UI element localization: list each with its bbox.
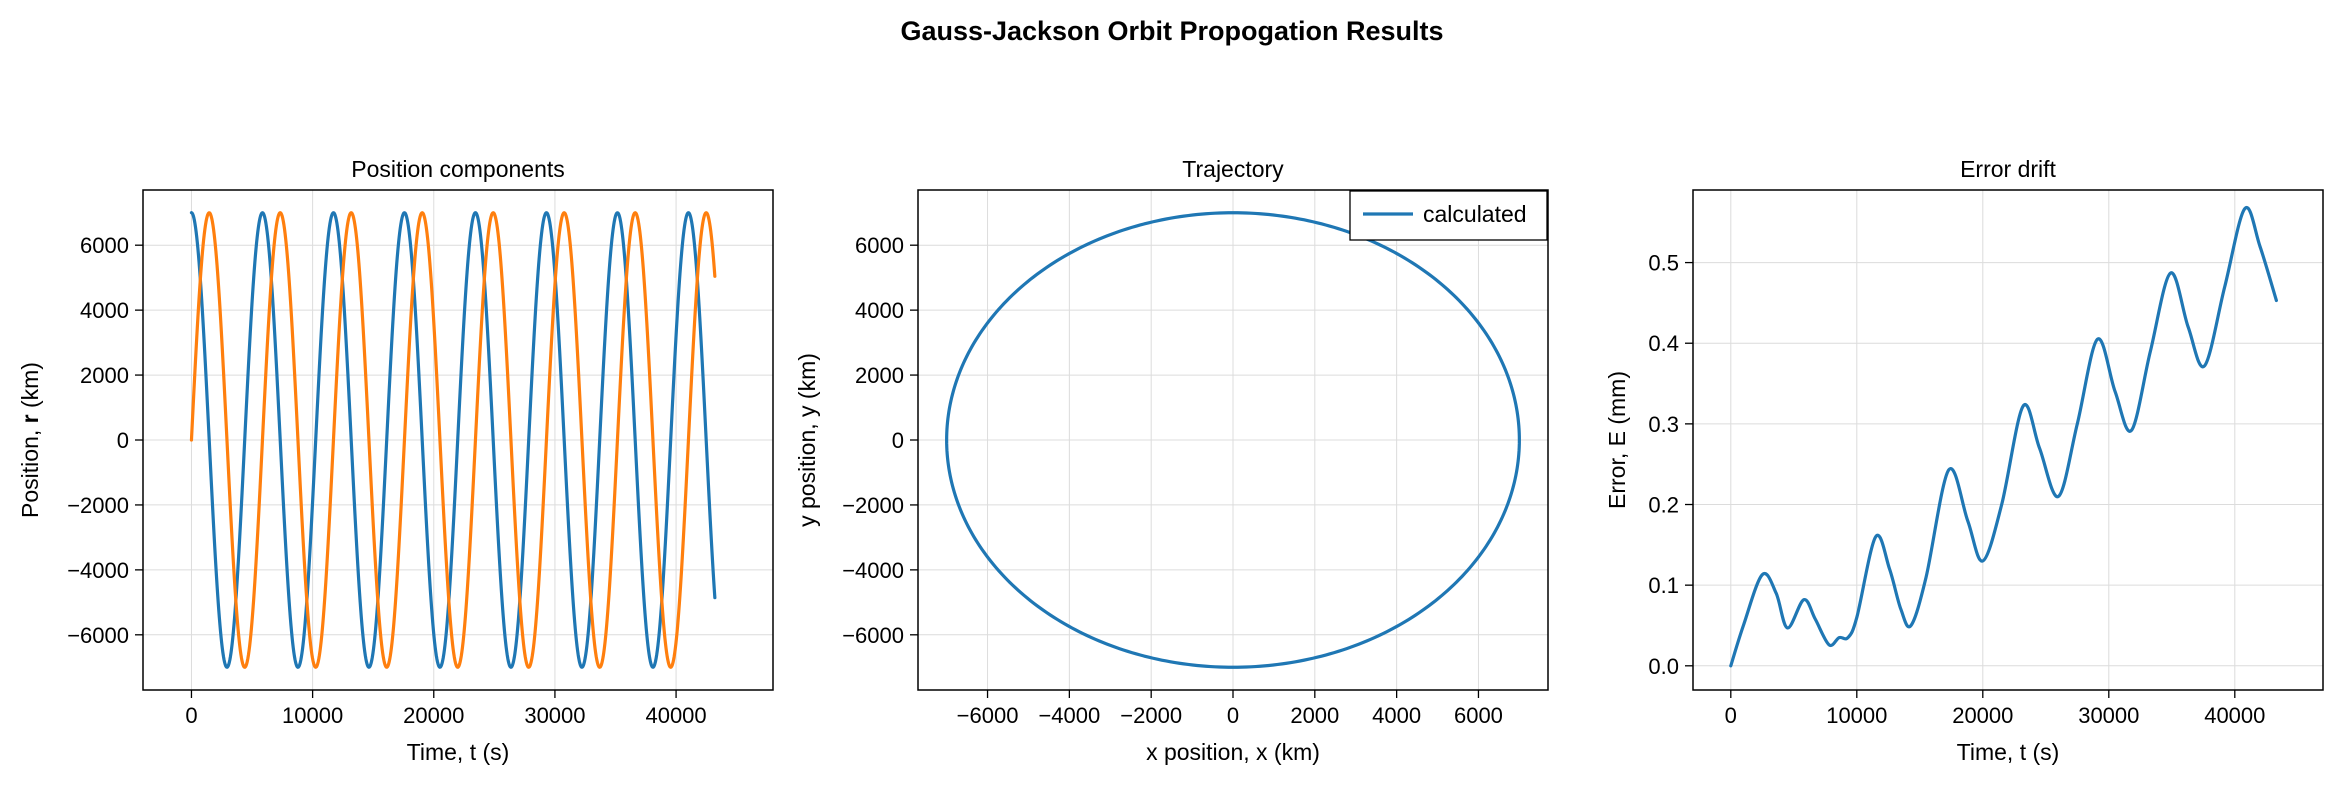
position-y-label-bold: r	[17, 414, 43, 423]
position-x-tick-label: 10000	[282, 703, 343, 728]
error-ticks: 0 10000 20000 30000 40000 0.0 0.1 0.2 0.3 0.4 0.5	[1648, 251, 2265, 728]
position-series-y	[189, 211, 717, 669]
position-x-axis-label: Time, t (s)	[407, 739, 510, 765]
position-y-tick-label: 0	[117, 428, 129, 453]
trajectory-chart-title: Trajectory	[1182, 156, 1284, 182]
error-y-tick-label: 0.5	[1648, 251, 1679, 276]
trajectory-y-tick-label: 4000	[855, 298, 904, 323]
position-y-tick-label: −6000	[67, 623, 129, 648]
trajectory-y-tick-label: −6000	[842, 623, 904, 648]
error-y-tick-label: 0.2	[1648, 493, 1679, 518]
legend-label-calculated: calculated	[1423, 201, 1527, 227]
position-y-tick-label: 6000	[80, 233, 129, 258]
trajectory-y-axis-label: y position, y (km)	[794, 353, 820, 527]
error-y-tick-label: 0.3	[1648, 412, 1679, 437]
trajectory-y-tick-label: 2000	[855, 363, 904, 388]
position-y-label-suffix: (km)	[17, 362, 43, 414]
trajectory-y-tick-label: 6000	[855, 233, 904, 258]
position-x-tick-label: 40000	[645, 703, 706, 728]
position-x-tick-label: 20000	[403, 703, 464, 728]
position-y-tick-label: −2000	[67, 493, 129, 518]
trajectory-series-layer	[945, 211, 1521, 669]
error-y-tick-label: 0.4	[1648, 331, 1679, 356]
trajectory-y-tick-label: −4000	[842, 558, 904, 583]
trajectory-chart: −6000 −4000 −2000 0 2000 4000 6000 −6000 −4000 −2…	[794, 156, 1549, 765]
trajectory-x-tick-label: 4000	[1372, 703, 1421, 728]
error-x-axis-label: Time, t (s)	[1957, 739, 2060, 765]
position-y-tick-label: 4000	[80, 298, 129, 323]
error-y-tick-label: 0.0	[1648, 654, 1679, 679]
error-y-tick-label: 0.1	[1648, 573, 1679, 598]
error-series-layer	[1729, 206, 2278, 668]
error-series-line	[1729, 206, 2278, 668]
trajectory-x-axis-label: x position, x (km)	[1146, 739, 1320, 765]
error-x-tick-label: 0	[1725, 703, 1737, 728]
trajectory-x-tick-label: 0	[1227, 703, 1239, 728]
error-axes-frame	[1692, 189, 2324, 691]
trajectory-x-tick-label: 2000	[1290, 703, 1339, 728]
error-y-axis-label: Error, E (mm)	[1604, 371, 1630, 509]
position-chart-title: Position components	[351, 156, 565, 182]
trajectory-y-tick-label: 0	[892, 428, 904, 453]
trajectory-y-tick-label: −2000	[842, 493, 904, 518]
trajectory-x-tick-label: 6000	[1454, 703, 1503, 728]
position-y-tick-label: 2000	[80, 363, 129, 388]
error-x-tick-label: 40000	[2204, 703, 2265, 728]
trajectory-x-tick-label: −6000	[957, 703, 1019, 728]
trajectory-grid	[918, 190, 1548, 690]
position-series-x	[189, 211, 717, 669]
position-components-chart: 0 10000 20000 30000 40000 −6000 −4000 −2000 0 200…	[17, 156, 774, 765]
trajectory-ticks: −6000 −4000 −2000 0 2000 4000 6000 −6000 −4000 −2…	[842, 233, 1503, 728]
error-chart-title: Error drift	[1960, 156, 2056, 182]
figure-suptitle: Gauss-Jackson Orbit Propogation Results	[900, 16, 1443, 46]
error-drift-chart: 0 10000 20000 30000 400000.00.10.20.30.40.5 …	[1604, 156, 2324, 765]
trajectory-series-calculated	[945, 211, 1521, 669]
trajectory-x-tick-label: −4000	[1038, 703, 1100, 728]
position-y-label-prefix: Position,	[17, 423, 43, 518]
error-x-tick-label: 10000	[1826, 703, 1887, 728]
trajectory-x-tick-label: −2000	[1120, 703, 1182, 728]
position-series-layer	[189, 211, 717, 669]
error-grid	[1693, 190, 2323, 690]
error-x-tick-label: 30000	[2078, 703, 2139, 728]
position-x-tick-label: 0	[185, 703, 197, 728]
trajectory-legend: calculated	[1349, 190, 1548, 241]
position-y-axis-label: Position, r (km)	[17, 362, 43, 518]
position-x-tick-label: 30000	[524, 703, 585, 728]
position-ticks: 0 10000 20000 30000 40000 −6000 −4000 −2000 0 200…	[67, 233, 706, 728]
error-x-tick-label: 20000	[1952, 703, 2013, 728]
position-y-tick-label: −4000	[67, 558, 129, 583]
